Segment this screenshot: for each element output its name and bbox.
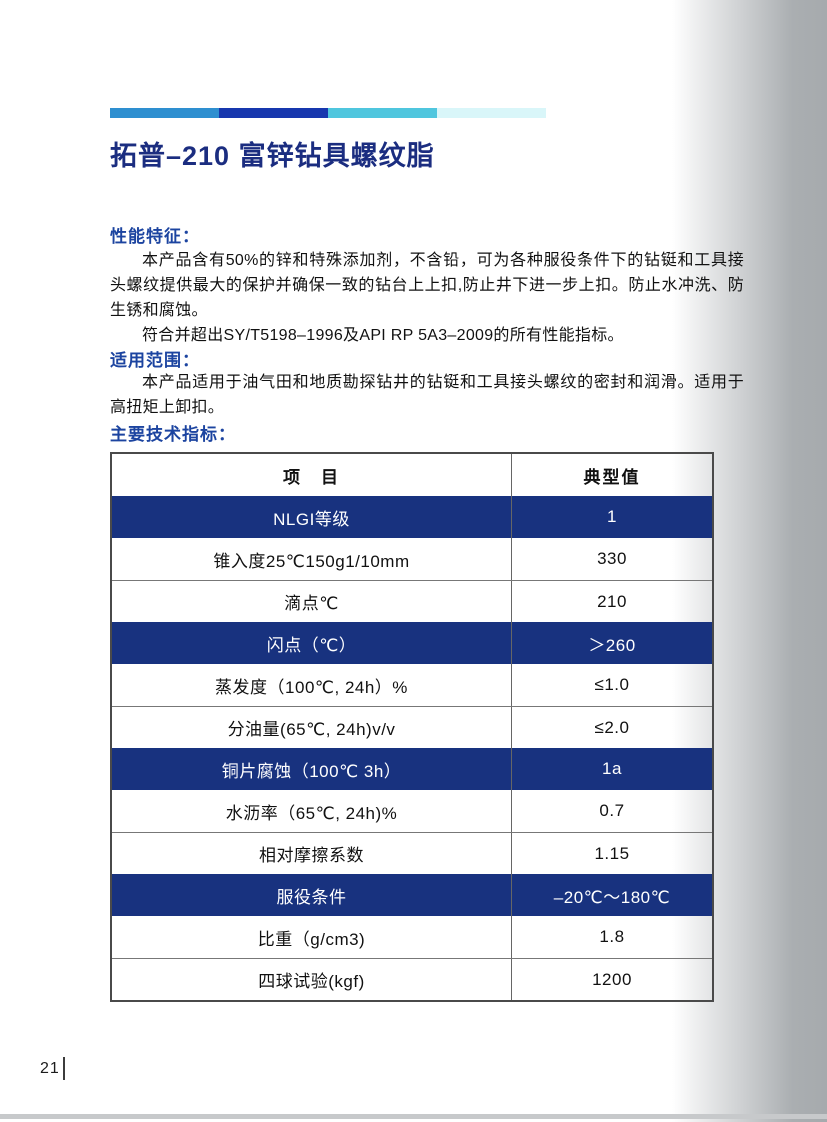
spec-value: 0.7 — [599, 801, 625, 820]
spec-value: 210 — [597, 591, 627, 611]
spec-value: 1.15 — [594, 843, 630, 863]
decorative-color-bar — [110, 108, 546, 118]
scan-edge-shadow — [672, 0, 827, 1122]
spec-item: 滴点℃ — [112, 581, 512, 622]
table-row: 蒸发度（100℃, 24h）% ≤1.0 — [112, 664, 712, 706]
table-row: 滴点℃ 210 — [112, 580, 712, 622]
table-header-row: 项 目 典型值 — [112, 454, 712, 496]
table-header-item: 项 目 — [112, 454, 512, 496]
spec-value: 1200 — [592, 969, 632, 989]
section-heading-specs: 主要技术指标： — [110, 425, 236, 444]
spec-item: 铜片腐蚀（100℃ 3h） — [112, 748, 512, 790]
spec-value: –20℃～180℃ — [553, 887, 671, 907]
features-paragraph-1: 本产品含有50%的锌和特殊添加剂，不含铅，可为各种服役条件下的钻铤和工具接头螺纹… — [110, 252, 744, 319]
features-paragraphs: 本产品含有50%的锌和特殊添加剂，不含铅，可为各种服役条件下的钻铤和工具接头螺纹… — [110, 248, 744, 348]
color-bar-segment-darkblue — [219, 108, 328, 118]
spec-value: ＞260 — [588, 635, 636, 655]
page-title: 拓普–210 富锌钻具螺纹脂 — [110, 141, 435, 171]
spec-item: 分油量(65℃, 24h)v/v — [112, 707, 512, 748]
table-header-value: 典型值 — [583, 467, 641, 487]
table-row: 闪点（℃） ＞260 — [112, 622, 712, 664]
table-row: 铜片腐蚀（100℃ 3h） 1a — [112, 748, 712, 790]
spec-item: 水沥率（65℃, 24h)% — [112, 790, 512, 832]
spec-value: 330 — [597, 549, 627, 568]
color-bar-segment-blue — [110, 108, 219, 118]
spec-item: 服役条件 — [112, 874, 512, 916]
spec-value: 1.8 — [599, 927, 625, 946]
spec-item: NLGI等级 — [112, 496, 512, 538]
table-row: 服役条件 –20℃～180℃ — [112, 874, 712, 916]
section-heading-scope: 适用范围： — [110, 351, 200, 370]
table-row: 比重（g/cm3) 1.8 — [112, 916, 712, 958]
spec-item: 闪点（℃） — [112, 622, 512, 664]
table-row: 四球试验(kgf) 1200 — [112, 958, 712, 1000]
spec-item: 蒸发度（100℃, 24h）% — [112, 664, 512, 706]
spec-item: 比重（g/cm3) — [112, 916, 512, 958]
scope-paragraphs: 本产品适用于油气田和地质勘探钻井的钻铤和工具接头螺纹的密封和润滑。适用于高扭矩上… — [110, 370, 744, 420]
page-number-divider — [63, 1057, 65, 1080]
features-paragraph-2: 符合并超出SY/T5198–1996及API RP 5A3–2009的所有性能指… — [142, 327, 624, 344]
spec-item: 相对摩擦系数 — [112, 833, 512, 874]
page-number: 21 — [40, 1060, 60, 1077]
table-row: 水沥率（65℃, 24h)% 0.7 — [112, 790, 712, 832]
spec-value: ≤1.0 — [594, 675, 630, 694]
color-bar-segment-cyan — [328, 108, 437, 118]
spec-value: 1 — [607, 507, 617, 526]
specs-table: 项 目 典型值 NLGI等级 1 锥入度25℃150g1/10mm 330 滴点… — [110, 452, 714, 1002]
table-row: NLGI等级 1 — [112, 496, 712, 538]
table-row: 分油量(65℃, 24h)v/v ≤2.0 — [112, 706, 712, 748]
scope-paragraph-1: 本产品适用于油气田和地质勘探钻井的钻铤和工具接头螺纹的密封和润滑。适用于高扭矩上… — [110, 374, 744, 416]
table-row: 锥入度25℃150g1/10mm 330 — [112, 538, 712, 580]
scan-bottom-edge — [0, 1114, 827, 1119]
spec-value: ≤2.0 — [594, 717, 630, 737]
spec-value: 1a — [602, 759, 622, 778]
color-bar-segment-palecyan — [437, 108, 546, 118]
section-heading-features: 性能特征： — [110, 227, 200, 246]
table-row: 相对摩擦系数 1.15 — [112, 832, 712, 874]
spec-item: 四球试验(kgf) — [112, 959, 512, 1000]
spec-item: 锥入度25℃150g1/10mm — [112, 538, 512, 580]
